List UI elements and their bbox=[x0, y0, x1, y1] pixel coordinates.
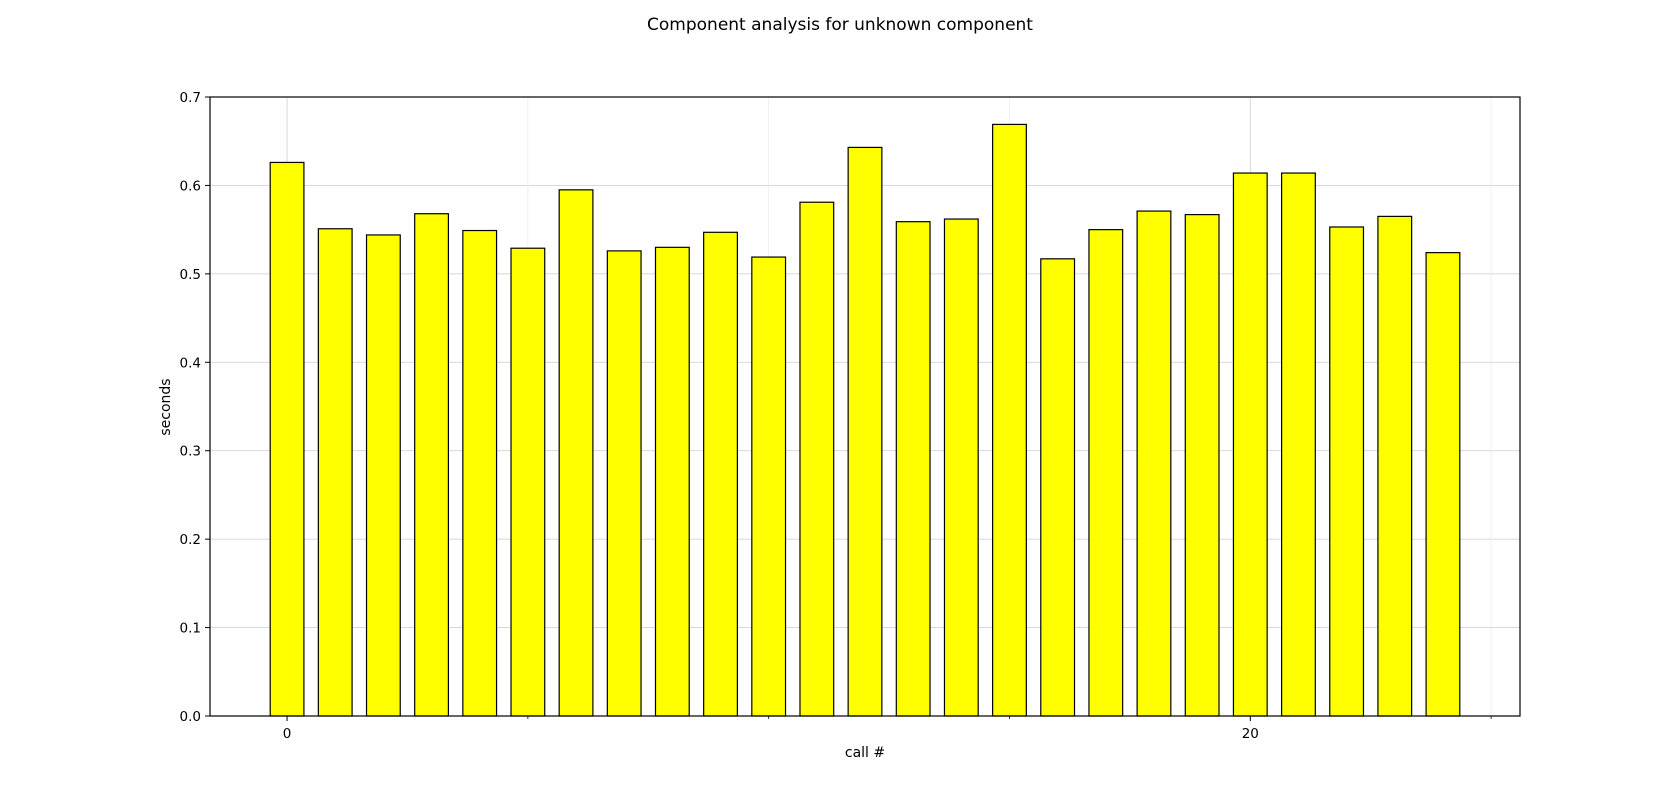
bar bbox=[1329, 226, 1365, 717]
bars-layer bbox=[269, 123, 1461, 717]
bar bbox=[414, 213, 450, 717]
bar bbox=[895, 221, 931, 717]
bar bbox=[365, 234, 401, 717]
x-axis-label: call # bbox=[845, 745, 885, 761]
bar bbox=[751, 256, 787, 717]
y-tick-label: 0.4 bbox=[180, 355, 201, 371]
bar bbox=[992, 123, 1027, 717]
y-tick-label: 0.3 bbox=[180, 444, 201, 460]
bar bbox=[510, 247, 546, 717]
bar bbox=[1136, 210, 1172, 717]
bar bbox=[799, 201, 835, 717]
bar bbox=[1040, 258, 1076, 717]
chart-title: Component analysis for unknown component bbox=[647, 15, 1033, 35]
bar bbox=[654, 246, 690, 717]
bar bbox=[1088, 229, 1124, 717]
y-tick-label: 0.0 bbox=[180, 709, 201, 725]
bar bbox=[703, 231, 738, 717]
bar bbox=[1377, 215, 1413, 717]
bar bbox=[1232, 172, 1268, 717]
y-tick-label: 0.7 bbox=[180, 90, 201, 106]
y-axis-label: seconds bbox=[158, 378, 174, 435]
bar bbox=[1280, 172, 1316, 717]
bar bbox=[847, 146, 883, 717]
plot-frame bbox=[209, 96, 1521, 717]
bar bbox=[1184, 214, 1220, 717]
y-tick-label: 0.6 bbox=[180, 178, 201, 194]
y-tick-label: 0.1 bbox=[180, 621, 201, 637]
bar bbox=[558, 189, 594, 717]
bar bbox=[462, 229, 498, 717]
x-tick-label: 0 bbox=[283, 726, 292, 742]
bar bbox=[606, 250, 642, 717]
bar bbox=[269, 161, 305, 717]
ticks-layer: 0.0 0.1 0.2 0.3 0.4 0.5 0.6 0.7 0 20 bbox=[180, 90, 1492, 742]
y-tick-label: 0.5 bbox=[180, 267, 201, 283]
bar bbox=[1425, 252, 1461, 717]
y-tick-label: 0.2 bbox=[180, 532, 201, 548]
x-tick-label: 20 bbox=[1242, 726, 1259, 742]
bar bbox=[317, 228, 353, 717]
bar bbox=[943, 218, 979, 717]
